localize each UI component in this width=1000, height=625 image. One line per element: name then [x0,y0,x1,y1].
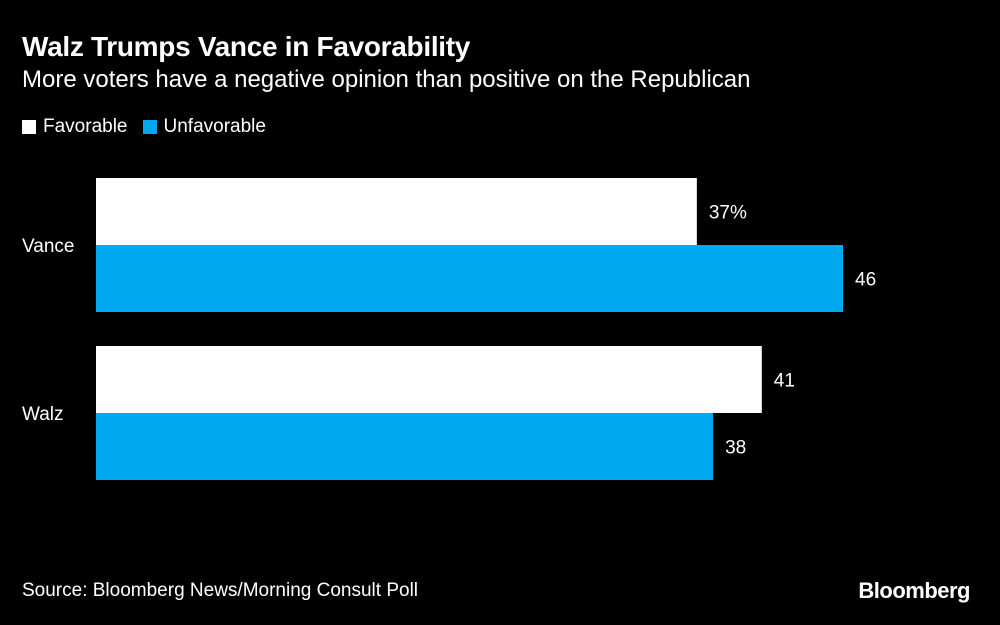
bar-vance-favorable [96,178,697,245]
legend-label-unfavorable: Unfavorable [163,116,266,137]
category-label-walz: Walz [22,404,64,425]
legend-swatch-unfavorable [142,120,157,134]
legend-swatch-favorable [22,120,36,134]
bar-walz-unfavorable [96,413,714,480]
bar-walz-favorable [96,346,762,413]
category-label-vance: Vance [22,236,74,257]
data-label-walz-favorable: 41 [774,371,795,392]
data-label-vance-favorable: 37% [709,203,747,224]
legend-label-favorable: Favorable [43,116,128,137]
legend-item-favorable: Favorable [22,116,128,138]
data-label-walz-unfavorable: 38 [725,438,746,459]
bloomberg-logo: Bloomberg [858,578,970,603]
data-label-vance-unfavorable: 46 [855,270,876,291]
legend-item-unfavorable: Unfavorable [142,116,266,138]
source-note: Source: Bloomberg News/Morning Consult P… [22,580,419,601]
bar-vance-unfavorable [96,245,843,312]
legend: Favorable Unfavorable [22,116,281,138]
chart-title: Walz Trumps Vance in Favorability [22,31,471,62]
chart-subtitle: More voters have a negative opinion than… [22,66,751,93]
